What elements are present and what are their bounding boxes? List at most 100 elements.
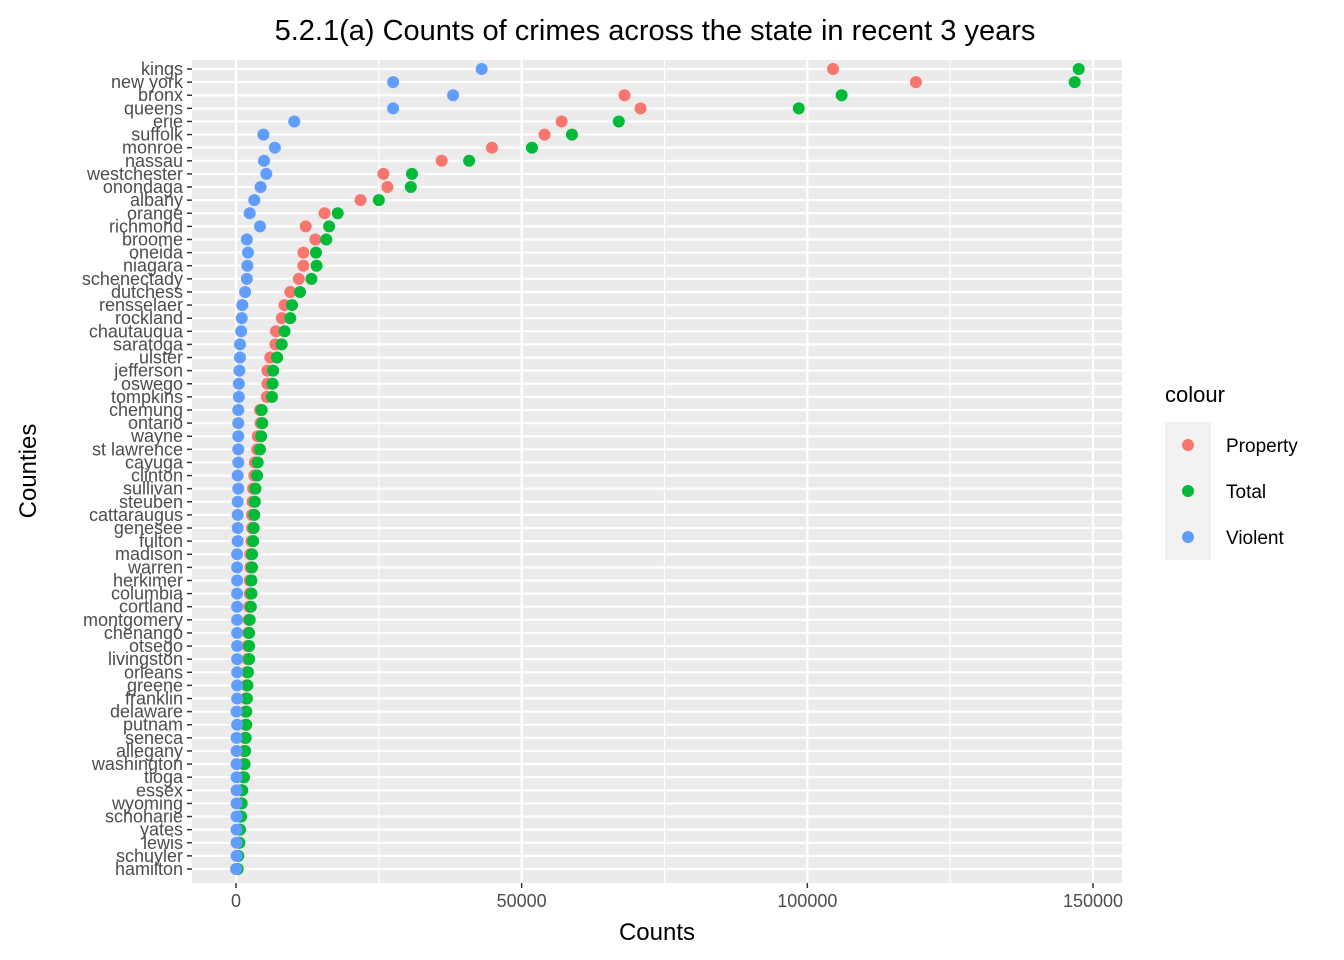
point-total xyxy=(275,338,288,351)
y-tick-label: broome xyxy=(122,229,183,249)
point-violent xyxy=(230,863,242,875)
point-property xyxy=(381,181,394,194)
point-total xyxy=(278,325,291,338)
point-violent xyxy=(232,403,245,416)
y-tick-label: schoharie xyxy=(105,807,183,827)
y-tick-label: delaware xyxy=(110,702,183,722)
y-tick-label: chenango xyxy=(104,623,183,643)
y-tick-label: niagara xyxy=(123,256,184,276)
point-total xyxy=(310,259,323,272)
point-violent xyxy=(248,194,261,207)
y-tick-label: lewis xyxy=(143,833,183,853)
point-total xyxy=(265,390,278,403)
point-total xyxy=(309,246,322,259)
point-violent xyxy=(475,63,488,75)
point-total xyxy=(240,718,253,731)
point-violent xyxy=(257,128,270,141)
point-violent xyxy=(230,823,243,836)
point-total xyxy=(285,299,298,312)
y-tick-label: otsego xyxy=(129,636,183,656)
point-total xyxy=(372,194,385,207)
y-tick-label: greene xyxy=(127,675,183,695)
point-violent xyxy=(231,640,244,653)
y-tick-label: richmond xyxy=(109,216,183,236)
point-total xyxy=(253,443,266,456)
legend-key-property xyxy=(1182,439,1194,451)
y-tick-label: orange xyxy=(127,203,183,223)
y-tick-label: suffolk xyxy=(131,125,184,145)
point-violent xyxy=(235,325,248,338)
y-tick-label: nassau xyxy=(125,151,183,171)
y-tick-label: rockland xyxy=(115,308,183,328)
point-violent xyxy=(231,718,244,731)
point-violent xyxy=(230,784,243,797)
point-total xyxy=(239,744,252,757)
legend-keys: Property Total Violent xyxy=(1165,422,1298,560)
point-total xyxy=(525,141,538,154)
point-total xyxy=(320,233,333,246)
point-violent xyxy=(231,548,244,561)
y-tick-label: herkimer xyxy=(113,570,183,590)
point-property xyxy=(827,63,840,75)
x-tick-label: 100000 xyxy=(777,891,837,911)
y-tick-label: oneida xyxy=(129,243,184,263)
point-total xyxy=(247,535,260,548)
plot-panel xyxy=(192,60,1122,883)
point-total xyxy=(266,377,279,390)
y-tick-label: chemung xyxy=(109,400,183,420)
y-tick-label: onondaga xyxy=(103,177,184,197)
point-violent xyxy=(231,653,244,666)
x-axis-title: Counts xyxy=(619,919,695,946)
x-axis: 0 50000 100000 150000 xyxy=(231,883,1123,911)
point-total xyxy=(245,548,258,561)
legend-key-violent xyxy=(1182,531,1194,543)
point-violent xyxy=(241,246,254,259)
point-violent xyxy=(232,430,245,443)
y-tick-label: new york xyxy=(111,72,184,92)
y-tick-label: cayuga xyxy=(125,452,184,472)
point-violent xyxy=(232,417,245,430)
point-total xyxy=(241,666,254,679)
point-total xyxy=(243,626,256,639)
point-violent xyxy=(230,797,243,810)
point-violent xyxy=(240,272,253,285)
point-total xyxy=(245,574,258,587)
point-violent xyxy=(231,535,244,548)
legend-label: Property xyxy=(1226,436,1298,457)
point-violent xyxy=(231,679,244,692)
point-total xyxy=(255,403,268,416)
point-property xyxy=(318,207,331,220)
point-total xyxy=(240,692,253,705)
point-total xyxy=(1072,63,1085,75)
point-total xyxy=(251,469,264,482)
point-violent xyxy=(232,377,245,390)
point-property xyxy=(297,259,310,272)
point-property xyxy=(292,272,305,285)
point-violent xyxy=(260,167,273,180)
y-tick-label: wayne xyxy=(130,426,183,446)
point-total xyxy=(293,285,306,298)
point-total xyxy=(243,613,256,626)
y-tick-label: queens xyxy=(124,98,183,118)
point-violent xyxy=(232,443,245,456)
y-tick-label: kings xyxy=(141,59,183,79)
point-property xyxy=(909,76,922,89)
y-tick-label: tompkins xyxy=(111,387,183,407)
grid-lines xyxy=(192,60,1122,883)
point-total xyxy=(245,587,258,600)
legend-label: Violent xyxy=(1226,528,1284,549)
y-tick-label: schenectady xyxy=(82,269,183,289)
point-violent xyxy=(243,207,256,220)
y-tick-label: fulton xyxy=(139,531,183,551)
point-violent xyxy=(231,613,244,626)
point-violent xyxy=(230,849,243,862)
y-tick-label: monroe xyxy=(122,138,183,158)
point-property xyxy=(377,167,390,180)
point-violent xyxy=(233,351,246,364)
point-violent xyxy=(288,115,301,128)
point-violent xyxy=(233,364,246,377)
point-violent xyxy=(387,76,400,89)
data-points xyxy=(230,63,1085,875)
legend-label: Total xyxy=(1226,482,1266,503)
